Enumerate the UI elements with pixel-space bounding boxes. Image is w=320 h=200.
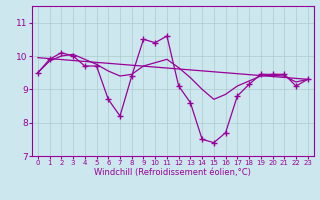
X-axis label: Windchill (Refroidissement éolien,°C): Windchill (Refroidissement éolien,°C) [94, 168, 251, 177]
